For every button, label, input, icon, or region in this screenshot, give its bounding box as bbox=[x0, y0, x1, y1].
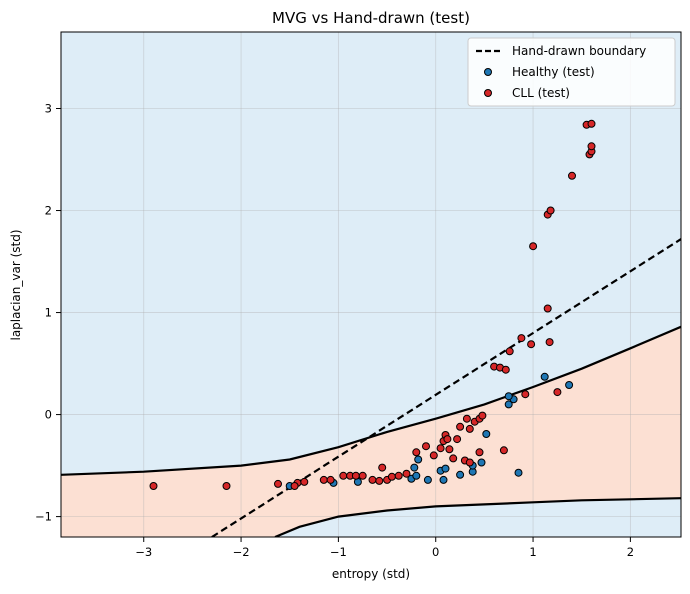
healthy-points bbox=[285, 372, 574, 490]
chart-title: MVG vs Hand-drawn (test) bbox=[272, 9, 470, 27]
cll-point bbox=[368, 475, 377, 484]
cll-point bbox=[290, 482, 299, 490]
legend-label-healthy: Healthy (test) bbox=[512, 65, 595, 79]
cll-point bbox=[387, 472, 396, 481]
cll-point bbox=[478, 411, 487, 420]
y-tick-label: 0 bbox=[45, 408, 52, 422]
y-axis-label: laplacian_var (std) bbox=[9, 229, 23, 340]
plot-area bbox=[60, 31, 682, 538]
legend-box bbox=[467, 37, 676, 107]
healthy-point bbox=[514, 468, 523, 477]
mvg-boundary-upper bbox=[61, 325, 681, 476]
x-axis-label: entropy (std) bbox=[332, 567, 410, 581]
cll-point bbox=[402, 469, 411, 478]
x-tick-label: −2 bbox=[233, 545, 250, 559]
cll-points bbox=[149, 119, 596, 490]
healthy-point bbox=[412, 471, 421, 480]
cll-point bbox=[553, 388, 562, 397]
x-tick-label: 2 bbox=[627, 545, 634, 559]
cll-point bbox=[443, 435, 452, 444]
cll-point bbox=[274, 479, 282, 488]
cll-point bbox=[351, 471, 360, 480]
x-tick-label: 1 bbox=[529, 545, 536, 559]
healthy-point bbox=[477, 458, 486, 467]
x-tick-label: −3 bbox=[135, 545, 152, 559]
cll-point bbox=[465, 458, 474, 467]
cll-point bbox=[422, 442, 430, 451]
y-tick-label: 3 bbox=[45, 102, 52, 116]
cll-point bbox=[527, 340, 536, 349]
cll-point bbox=[375, 476, 384, 485]
cll-point bbox=[222, 482, 231, 490]
healthy-point bbox=[439, 475, 448, 484]
cll-point bbox=[587, 142, 596, 151]
cll-point bbox=[568, 171, 576, 180]
healthy-point bbox=[540, 372, 549, 381]
cll-point bbox=[475, 448, 484, 457]
cll-point bbox=[445, 445, 454, 454]
y-tick-label: 2 bbox=[45, 204, 52, 218]
cll-point bbox=[501, 365, 510, 374]
healthy-point bbox=[423, 475, 432, 484]
plot-frame bbox=[60, 31, 682, 538]
cll-point bbox=[529, 242, 538, 251]
cll-point bbox=[149, 482, 158, 490]
legend-cll-marker-icon bbox=[484, 89, 492, 97]
cll-point bbox=[394, 471, 403, 480]
healthy-point bbox=[410, 463, 419, 472]
mvg-boundary-lower bbox=[274, 497, 681, 537]
cll-point bbox=[505, 347, 514, 356]
legend-healthy-marker-icon bbox=[484, 68, 492, 76]
cll-point bbox=[449, 454, 458, 463]
cll-point bbox=[546, 206, 555, 215]
healthy-point bbox=[441, 464, 450, 473]
healthy-point bbox=[456, 470, 465, 479]
cll-point bbox=[545, 338, 554, 347]
cll-point bbox=[436, 444, 445, 453]
cll-point bbox=[300, 477, 309, 486]
healthy-point bbox=[504, 392, 513, 401]
healthy-point bbox=[414, 455, 423, 464]
cll-point bbox=[339, 471, 348, 480]
cll-point bbox=[378, 463, 387, 472]
healthy-point bbox=[565, 381, 574, 389]
y-axis-ticks: −1 0 1 2 3 bbox=[35, 102, 61, 524]
grid-lines bbox=[61, 32, 681, 537]
legend: Hand-drawn boundary Healthy (test) CLL (… bbox=[467, 37, 676, 107]
cll-point bbox=[543, 304, 552, 313]
cll-point bbox=[456, 422, 465, 431]
cll-point bbox=[499, 446, 508, 455]
cll-point bbox=[462, 414, 471, 423]
y-tick-label: 1 bbox=[45, 306, 52, 320]
cll-point bbox=[319, 475, 328, 484]
healthy-point bbox=[504, 400, 513, 409]
cll-point bbox=[521, 390, 530, 399]
x-tick-label: −1 bbox=[330, 545, 347, 559]
cll-point bbox=[326, 475, 335, 484]
cll-point bbox=[453, 435, 462, 444]
cll-point bbox=[429, 451, 438, 460]
healthy-point bbox=[482, 430, 491, 438]
y-tick-label: −1 bbox=[35, 510, 52, 524]
cll-point bbox=[412, 448, 421, 457]
legend-label-hand-drawn: Hand-drawn boundary bbox=[512, 44, 646, 58]
cll-point bbox=[358, 471, 367, 480]
x-axis-ticks: −3 −2 −1 0 1 2 bbox=[135, 537, 634, 559]
legend-label-cll: CLL (test) bbox=[512, 86, 570, 100]
cll-point bbox=[587, 119, 596, 128]
x-tick-label: 0 bbox=[432, 545, 439, 559]
cll-point bbox=[465, 424, 474, 433]
cll-decision-region bbox=[61, 326, 681, 537]
cll-point bbox=[517, 334, 526, 343]
